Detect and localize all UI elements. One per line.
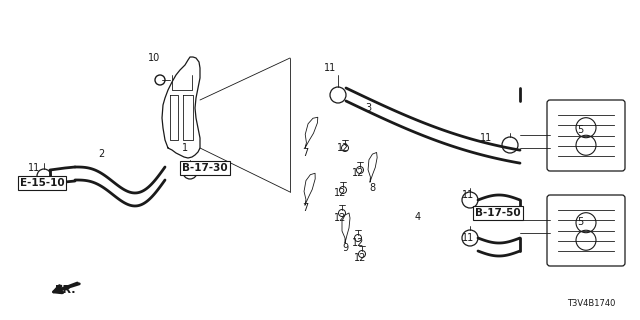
Text: FR.: FR.	[55, 285, 76, 295]
Text: 7: 7	[302, 148, 308, 158]
Text: 5: 5	[577, 217, 583, 227]
Text: 8: 8	[369, 183, 375, 193]
Text: 11: 11	[28, 163, 40, 173]
Text: 3: 3	[365, 103, 371, 113]
Text: 4: 4	[415, 212, 421, 222]
Text: 11: 11	[480, 133, 492, 143]
Text: 2: 2	[98, 149, 104, 159]
Text: B-17-50: B-17-50	[475, 208, 521, 218]
Text: 12: 12	[352, 168, 364, 178]
Text: 7: 7	[302, 203, 308, 213]
Text: 11: 11	[462, 233, 474, 243]
Text: 1: 1	[182, 143, 188, 153]
Text: B-17-30: B-17-30	[182, 163, 228, 173]
Text: 11: 11	[187, 163, 199, 173]
Text: T3V4B1740: T3V4B1740	[566, 299, 615, 308]
Text: 12: 12	[337, 143, 349, 153]
Text: 12: 12	[354, 253, 366, 263]
Text: 12: 12	[352, 238, 364, 248]
Text: 10: 10	[148, 53, 160, 63]
Text: 12: 12	[334, 188, 346, 198]
Text: 11: 11	[462, 190, 474, 200]
Text: E-15-10: E-15-10	[20, 178, 64, 188]
Text: 9: 9	[342, 243, 348, 253]
Text: 12: 12	[334, 213, 346, 223]
Text: 11: 11	[324, 63, 336, 73]
Text: 5: 5	[577, 125, 583, 135]
